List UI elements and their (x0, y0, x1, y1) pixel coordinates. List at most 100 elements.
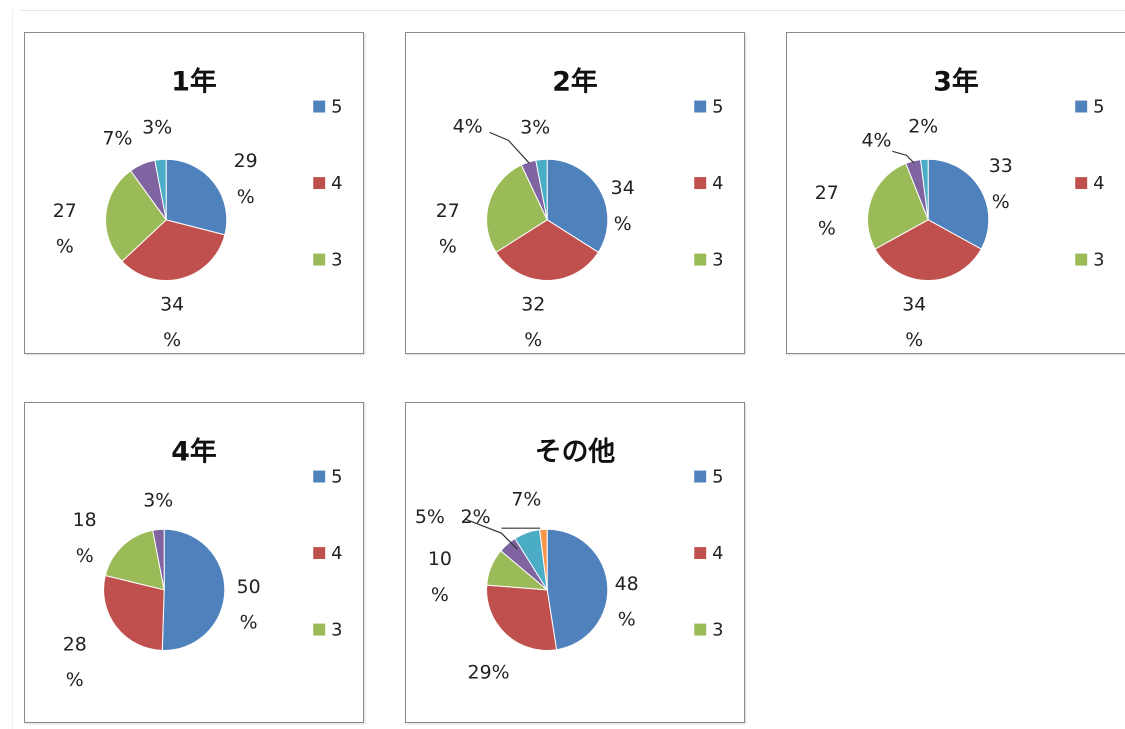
data-label: 7% (511, 488, 541, 510)
pie-chart-year3: 3年 33 % 34 % 27 % 4% 2% 5 4 3 (815, 66, 1105, 351)
legend-swatch (694, 100, 707, 113)
pie-slice-3 (105, 170, 167, 263)
legend-swatch (694, 253, 707, 266)
data-label: 33% (989, 155, 1013, 213)
data-label: 18% (73, 509, 97, 567)
pie-slice-2 (152, 528, 165, 590)
data-label: 27% (815, 182, 839, 240)
pie-chart-panel-year2: 2年 34% 32% 27% 4% 3% 5 4 3 (405, 32, 745, 354)
pie-slice-1 (920, 158, 929, 220)
legend-label: 5 (712, 467, 723, 488)
legend-label: 3 (712, 620, 723, 641)
data-label: 29% (468, 661, 510, 683)
pie-chart-year4: 4年 50 % 28 % 18 % 3% 5 4 3 (63, 436, 343, 692)
legend-label: 3 (331, 250, 342, 271)
pie-chart-panel-year1: 1年 29% 34% 27% 7% 3% 5 4 3 (24, 32, 364, 354)
pie-slices (486, 528, 609, 651)
data-label: 48% (615, 573, 639, 631)
pie-slices (103, 528, 226, 651)
legend-swatch (313, 100, 326, 113)
chart-title: 1年 (171, 66, 217, 98)
pie-chart-year2: 2年 34 % 32 % 27 % 4% 3% 5 4 3 (436, 66, 724, 351)
data-label: 5% (415, 506, 445, 528)
legend-swatch (313, 470, 326, 483)
data-label: 3% (520, 116, 550, 138)
legend-swatch (694, 470, 707, 483)
data-label: 2% (908, 115, 938, 137)
data-label: 34% (160, 293, 184, 351)
legend-label: 4 (712, 173, 723, 194)
legend-label: 5 (1093, 97, 1104, 118)
data-label: 10% (428, 548, 452, 606)
chart-title: 2年 (552, 66, 598, 98)
pie-slice-other (539, 528, 548, 590)
legend: 5 4 3 (313, 467, 343, 641)
pie-chart-panel-year3: 3年 33% 34% 27% 4% 2% 5 4 3 (786, 32, 1125, 354)
legend: 5 4 3 (694, 467, 724, 641)
chart-title: その他 (535, 437, 616, 468)
legend-swatch (313, 547, 326, 560)
pie-chart-panel-year4: 4年 50% 28% 18% 3% 5 4 3 (24, 402, 364, 723)
data-label: 34% (611, 177, 635, 235)
leader-line (892, 150, 915, 164)
legend-label: 4 (1093, 173, 1104, 194)
legend-swatch (694, 547, 707, 560)
pie-slice-5 (161, 528, 226, 651)
legend-label: 3 (1093, 250, 1104, 271)
pie-slice-5 (927, 158, 990, 250)
pie-chart-other: その他 48 % 29% 10 % 5% 7% 2% 5 4 3 (415, 437, 724, 684)
pie-slice-1 (154, 158, 167, 220)
data-label: 4% (453, 115, 483, 137)
chart-title: 3年 (933, 66, 979, 98)
legend-label: 5 (331, 97, 342, 118)
pie-chart-year1: 1年 29 % 34 % 27 % 7% 3% 5 4 3 (53, 66, 343, 351)
pie-slices (105, 158, 228, 281)
data-label: 27% (53, 200, 77, 258)
pie-slice-3 (486, 164, 548, 254)
legend: 5 4 3 (694, 97, 724, 271)
data-label: 2% (461, 506, 491, 528)
pie-slice-1 (535, 158, 548, 220)
pie-slice-3 (104, 529, 165, 591)
legend-swatch (313, 253, 326, 266)
pie-slice-4 (103, 574, 165, 651)
left-divider (12, 10, 13, 729)
leader-line (489, 131, 530, 164)
pie-slice-3 (867, 162, 929, 250)
legend-swatch (694, 177, 707, 190)
chart-title: 4年 (171, 436, 217, 468)
legend-swatch (313, 177, 326, 190)
data-label: 50% (237, 576, 261, 634)
legend-label: 5 (331, 467, 342, 488)
legend-label: 3 (712, 250, 723, 271)
data-label: 34% (902, 293, 926, 351)
legend-label: 4 (712, 543, 723, 564)
legend-swatch (1075, 100, 1088, 113)
legend-label: 3 (331, 620, 342, 641)
data-label: 27% (436, 200, 460, 258)
pie-slice-5 (546, 528, 609, 651)
legend-label: 4 (331, 543, 342, 564)
leader-line (465, 518, 518, 550)
data-label: 4% (862, 129, 892, 151)
legend: 5 4 3 (313, 97, 343, 271)
pie-slice-4 (486, 584, 558, 651)
data-label: 29% (234, 150, 258, 208)
legend-label: 4 (331, 173, 342, 194)
legend-label: 5 (712, 97, 723, 118)
pie-slice-5 (165, 158, 228, 236)
data-label: 32% (521, 293, 545, 351)
pie-slice-4 (121, 219, 226, 281)
data-label: 7% (103, 127, 133, 149)
legend-swatch (1075, 177, 1088, 190)
pie-slices (486, 158, 609, 281)
data-label: 3% (142, 116, 172, 138)
legend: 5 4 3 (1075, 97, 1105, 271)
legend-swatch (313, 623, 326, 636)
top-divider (20, 10, 1125, 11)
pie-chart-panel-other: その他 48% 29% 10% 5% 7% 2% 5 4 3 (405, 402, 745, 723)
data-label: 28% (63, 633, 87, 691)
pie-slices (867, 158, 990, 281)
pie-slice-4 (495, 219, 600, 281)
legend-swatch (1075, 253, 1088, 266)
